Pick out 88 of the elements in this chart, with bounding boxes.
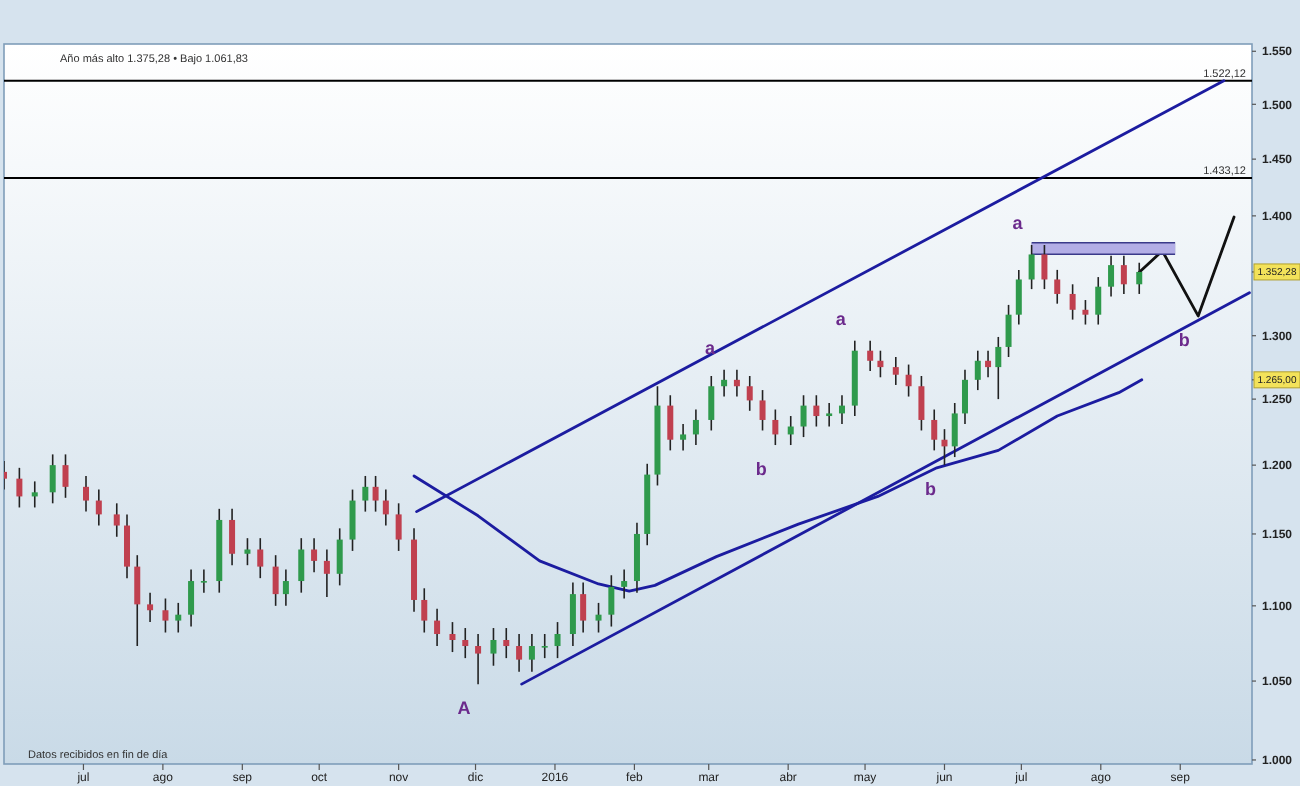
candlestick xyxy=(1028,244,1035,290)
annotation: a xyxy=(835,308,848,329)
annotation: A xyxy=(457,698,472,719)
candlestick xyxy=(282,568,289,607)
candlestick xyxy=(569,581,576,647)
candlestick xyxy=(434,607,441,647)
candlestick xyxy=(1095,276,1102,326)
candlestick xyxy=(800,394,807,438)
candlestick xyxy=(733,368,740,398)
annotation: b xyxy=(1178,330,1191,351)
candlestick xyxy=(311,537,318,574)
candlestick xyxy=(995,336,1002,400)
candlestick xyxy=(490,627,497,667)
candlestick xyxy=(349,488,356,552)
candlestick xyxy=(272,554,279,607)
candlestick xyxy=(31,480,38,509)
candlestick xyxy=(1082,299,1089,326)
candlestick xyxy=(1015,269,1022,326)
candlestick xyxy=(877,349,884,379)
candlestick xyxy=(541,633,548,659)
candlestick xyxy=(1054,269,1061,305)
candlestick xyxy=(162,597,169,634)
candlestick xyxy=(1041,244,1048,290)
line-series xyxy=(1137,215,1236,318)
candlestick xyxy=(951,402,958,458)
candlestick xyxy=(680,423,687,452)
candlestick xyxy=(229,508,236,566)
candlestick xyxy=(62,453,69,499)
candlestick xyxy=(323,548,330,598)
candlestick xyxy=(692,408,699,446)
candlestick xyxy=(918,375,925,432)
candlestick xyxy=(931,408,938,452)
candlestick xyxy=(257,537,264,579)
candlestick xyxy=(188,568,195,628)
candlestick xyxy=(580,581,587,634)
annotation: b xyxy=(924,479,937,500)
candlestick xyxy=(1069,283,1076,321)
candlestick xyxy=(826,402,833,428)
candlestick xyxy=(608,574,615,628)
candlestick xyxy=(974,349,981,391)
candlestick xyxy=(298,537,305,594)
candlestick xyxy=(892,356,899,386)
candlestick xyxy=(475,633,482,685)
candlestick xyxy=(528,633,535,673)
candlestick xyxy=(16,467,23,509)
candlestick xyxy=(244,537,251,566)
candlestick xyxy=(382,488,389,527)
candlestick xyxy=(336,527,343,587)
candlestick xyxy=(362,475,369,513)
candlestick xyxy=(124,513,131,579)
candlestick xyxy=(667,394,674,452)
candlestick xyxy=(708,375,715,432)
candlestick xyxy=(867,339,874,372)
candlestick xyxy=(1136,261,1143,295)
candlestick xyxy=(746,375,753,412)
candlestick xyxy=(134,554,141,647)
annotation: b xyxy=(755,459,768,480)
candlestick xyxy=(147,591,154,623)
candlestick xyxy=(813,394,820,428)
candlestick xyxy=(516,633,523,673)
candlestick xyxy=(1005,304,1012,358)
candlestick xyxy=(633,521,640,594)
candlestick xyxy=(49,453,56,505)
candlestick xyxy=(772,408,779,446)
candlestick xyxy=(1120,254,1127,295)
candlestick xyxy=(175,602,182,634)
candlestick xyxy=(372,475,379,513)
candlestick xyxy=(1108,254,1115,298)
candlestick xyxy=(621,568,628,600)
candlestick xyxy=(961,368,968,425)
candlestick xyxy=(595,602,602,634)
candlestick xyxy=(554,621,561,659)
candlestick xyxy=(200,568,207,594)
candlestick xyxy=(95,488,102,527)
candlestick xyxy=(985,349,992,379)
candlestick xyxy=(503,627,510,659)
candlestick xyxy=(449,621,456,653)
candlestick xyxy=(421,587,428,634)
annotation: a xyxy=(705,337,718,358)
candlestick xyxy=(395,502,402,552)
candlestick xyxy=(462,627,469,659)
candlestick xyxy=(905,363,912,398)
candlestick xyxy=(941,428,948,466)
candlestick xyxy=(113,502,120,538)
annotation: a xyxy=(1012,213,1025,234)
candlestick xyxy=(721,368,728,398)
candlestick xyxy=(83,475,89,513)
candlestick xyxy=(759,389,766,432)
